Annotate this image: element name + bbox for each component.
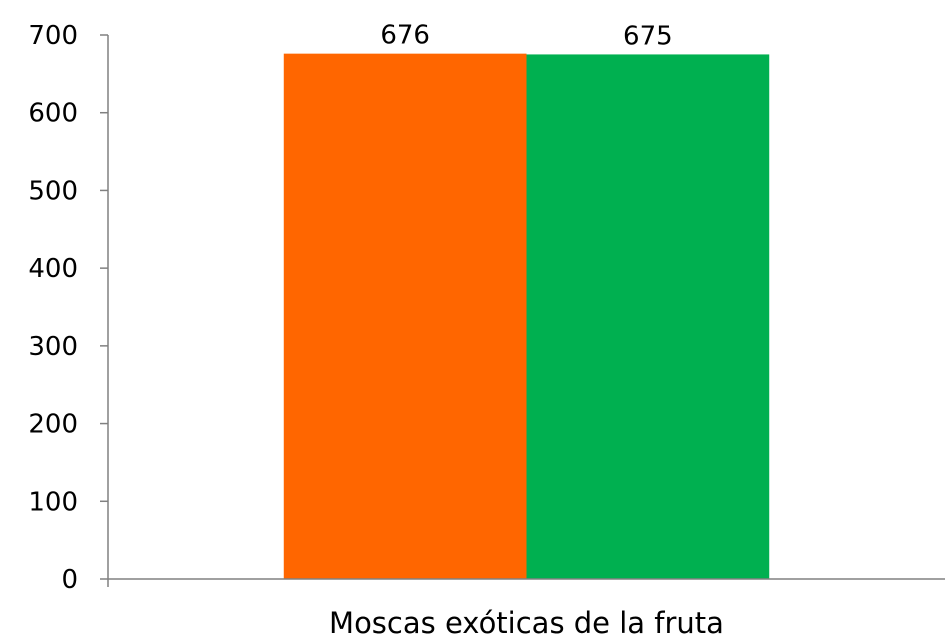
bar-value-label: 676 (380, 21, 430, 51)
y-tick-label: 300 (28, 332, 78, 362)
bar-value-label: 675 (623, 21, 673, 51)
x-category-label: Moscas exóticas de la fruta (329, 606, 724, 640)
y-tick-label: 200 (28, 410, 78, 440)
bars (283, 53, 770, 579)
bar (283, 53, 527, 579)
bar (526, 54, 770, 579)
y-tick-label: 100 (28, 487, 78, 517)
y-tick-label: 700 (28, 21, 78, 51)
y-tick-label: 400 (28, 254, 78, 284)
data-labels: 676 675 (380, 21, 672, 52)
y-tick-label: 500 (28, 176, 78, 206)
y-tick-label: 600 (28, 99, 78, 129)
y-axis-ticks: 0 100 200 300 400 500 600 700 (28, 21, 108, 595)
y-tick-label: 0 (61, 565, 78, 595)
